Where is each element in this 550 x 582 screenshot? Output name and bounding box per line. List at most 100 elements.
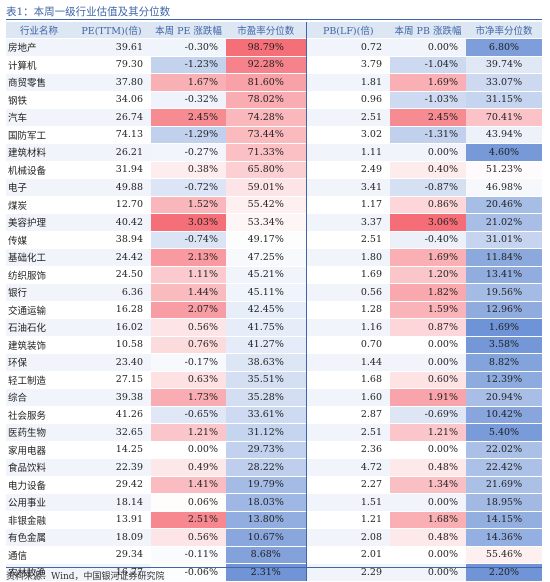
industry-cell: 电力设备 [6,475,72,494]
table-row: 纺织服饰 24.50 1.11% 45.21% 1.69 1.20% 13.41% [6,265,542,284]
table-row: 环保 23.40 -0.17% 38.63% 1.44 0.00% 8.82% [6,353,542,371]
pe-cell: 34.06 [72,90,151,109]
pb-change-cell: -0.87% [390,178,466,196]
pb-percentile-cell: 4.60% [466,143,542,161]
pe-change-cell: 0.63% [151,370,226,389]
pb-change-cell: 0.00% [390,493,466,511]
industry-cell: 建筑装饰 [6,335,72,354]
pb-cell: 3.02 [306,125,390,144]
pe-cell: 31.94 [72,160,151,179]
pe-change-cell: -0.74% [151,230,226,249]
pb-cell: 1.81 [306,73,390,91]
table-row: 交通运输 16.28 2.07% 42.45% 1.28 1.59% 12.96% [6,300,542,319]
pb-cell: 4.72 [306,458,390,476]
industry-cell: 银行 [6,283,72,301]
pe-cell: 24.42 [72,248,151,266]
table-row: 国防军工 74.13 -1.29% 73.44% 3.02 -1.31% 43.94% [6,125,542,144]
pb-cell: 3.37 [306,213,390,231]
pb-percentile-cell: 3.58% [466,335,542,354]
pe-percentile-cell: 98.79% [226,38,307,56]
table-row: 通信 29.34 -0.11% 8.68% 2.01 0.00% 55.46% [6,545,542,564]
pb-percentile-cell: 70.41% [466,108,542,126]
pb-change-cell: -1.04% [390,55,466,74]
pb-cell: 1.68 [306,370,390,389]
pb-percentile-cell: 31.15% [466,90,542,109]
pb-change-cell: 0.86% [390,195,466,214]
pb-cell: 0.70 [306,335,390,354]
table-row: 基础化工 24.42 2.13% 47.25% 1.80 1.69% 11.84% [6,248,542,266]
table-row: 轻工制造 27.15 0.63% 35.51% 1.68 0.60% 12.39% [6,370,542,389]
pb-percentile-cell: 12.39% [466,370,542,389]
pb-change-cell: 1.20% [390,265,466,284]
table-row: 电力设备 29.42 1.41% 19.79% 2.27 1.34% 21.69% [6,475,542,494]
pe-change-cell: -0.32% [151,90,226,109]
header-pb: PB(LF)(倍) [306,22,390,39]
pe-change-cell: 1.21% [151,423,226,441]
pe-percentile-cell: 13.80% [226,510,307,529]
pe-cell: 22.39 [72,458,151,476]
pb-percentile-cell: 14.36% [466,528,542,546]
pb-percentile-cell: 20.46% [466,195,542,214]
pe-percentile-cell: 55.42% [226,195,307,214]
pe-cell: 39.38 [72,388,151,406]
industry-cell: 煤炭 [6,195,72,214]
pb-change-cell: -1.31% [390,125,466,144]
pe-change-cell: -0.72% [151,178,226,196]
pb-percentile-cell: 12.96% [466,300,542,319]
pe-percentile-cell: 78.02% [226,90,307,109]
industry-cell: 国防军工 [6,125,72,144]
pb-change-cell: 0.87% [390,318,466,336]
pb-cell: 2.51 [306,423,390,441]
table-row: 有色金属 18.09 0.56% 10.67% 2.08 0.48% 14.36% [6,528,542,546]
pb-percentile-cell: 6.80% [466,38,542,56]
pe-change-cell: 1.52% [151,195,226,214]
pe-cell: 24.50 [72,265,151,284]
pb-cell: 1.51 [306,493,390,511]
pe-change-cell: 0.49% [151,458,226,476]
pb-change-cell: 0.00% [390,38,466,56]
table-row: 石油石化 16.02 0.56% 41.75% 1.16 0.87% 1.69% [6,318,542,336]
pb-percentile-cell: 39.74% [466,55,542,74]
pe-change-cell: 0.38% [151,160,226,179]
pe-percentile-cell: 49.17% [226,230,307,249]
pe-change-cell: 0.56% [151,528,226,546]
pb-cell: 2.51 [306,230,390,249]
pb-cell: 2.51 [306,108,390,126]
industry-cell: 交通运输 [6,300,72,319]
pe-cell: 79.30 [72,55,151,74]
pe-change-cell: -0.27% [151,143,226,161]
pb-percentile-cell: 18.95% [466,493,542,511]
table-row: 美容护理 40.42 3.03% 53.34% 3.37 3.06% 21.02% [6,213,542,231]
pb-percentile-cell: 21.69% [466,475,542,494]
pb-percentile-cell: 11.84% [466,248,542,266]
pb-change-cell: 1.69% [390,73,466,91]
pe-cell: 29.42 [72,475,151,494]
table-row: 非银金融 13.91 2.51% 13.80% 1.21 1.68% 14.15% [6,510,542,529]
pe-change-cell: 1.11% [151,265,226,284]
header-pb-change: 本周 PB 涨跌幅 [390,22,466,39]
pb-cell: 2.27 [306,475,390,494]
pe-cell: 32.65 [72,423,151,441]
header-pe-change: 本周 PE 涨跌幅 [151,22,226,39]
table-row: 汽车 26.74 2.45% 74.28% 2.51 2.45% 70.41% [6,108,542,126]
pb-percentile-cell: 20.94% [466,388,542,406]
table-row: 公用事业 18.14 0.06% 18.03% 1.51 0.00% 18.95% [6,493,542,511]
pe-cell: 14.25 [72,440,151,459]
pe-change-cell: -0.30% [151,38,226,56]
industry-cell: 钢铁 [6,90,72,109]
pb-cell: 1.44 [306,353,390,371]
pb-cell: 1.17 [306,195,390,214]
pe-change-cell: 2.51% [151,510,226,529]
pb-percentile-cell: 14.15% [466,510,542,529]
table-row: 建筑装饰 10.58 0.76% 41.27% 0.70 0.00% 3.58% [6,335,542,354]
pe-cell: 16.02 [72,318,151,336]
pb-percentile-cell: 33.07% [466,73,542,91]
pe-change-cell: 1.73% [151,388,226,406]
industry-cell: 通信 [6,545,72,564]
table-body: 房地产 39.61 -0.30% 98.79% 0.72 0.00% 6.80% 计算机 79.… [6,38,542,581]
pe-cell: 6.36 [72,283,151,301]
pe-change-cell: 0.06% [151,493,226,511]
pb-cell: 3.41 [306,178,390,196]
industry-cell: 汽车 [6,108,72,126]
pe-change-cell: 0.76% [151,335,226,354]
